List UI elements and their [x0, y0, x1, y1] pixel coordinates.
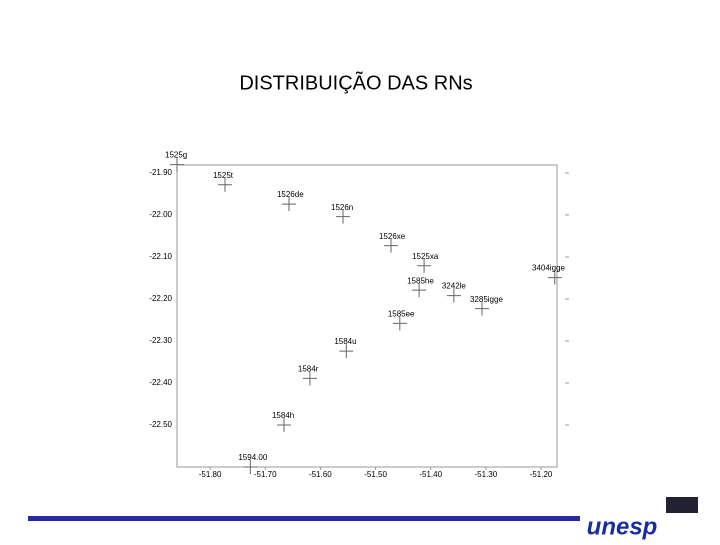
- point: [412, 283, 427, 298]
- point-label: 1525g: [165, 151, 187, 160]
- point-label: 1584u: [334, 337, 356, 346]
- point-label: 1526n: [331, 203, 353, 212]
- point-label: 1525t: [213, 171, 234, 180]
- y-tick-label: -22.50: [149, 420, 172, 429]
- plot-frame: [176, 164, 558, 468]
- point: [417, 258, 432, 273]
- x-tick-label: -51.80: [199, 470, 222, 479]
- x-tick-label: -51.50: [364, 470, 387, 479]
- point: [474, 301, 489, 316]
- point-label: 1526de: [277, 190, 304, 199]
- logo-icon: [666, 497, 698, 513]
- point: [243, 460, 258, 474]
- x-tick-label: -51.40: [419, 470, 442, 479]
- point-label: 1584h: [272, 411, 294, 420]
- point-label: 1584r: [298, 364, 319, 373]
- point-label: 1525xa: [412, 252, 439, 261]
- x-tick-label: -51.20: [530, 470, 553, 479]
- logo-text: unesp: [587, 513, 658, 540]
- x-tick-label: -51.60: [309, 470, 332, 479]
- point-label: 1585he: [407, 276, 434, 285]
- y-tick-label: -22.20: [149, 294, 172, 303]
- y-tick-label: -21.90: [149, 168, 172, 177]
- slide-title: DISTRIBUIÇÃO DAS RNs: [239, 70, 472, 94]
- point: [547, 270, 562, 285]
- y-tick-label: -22.40: [149, 378, 172, 387]
- point: [302, 371, 317, 386]
- x-tick-label: -51.70: [254, 470, 277, 479]
- point-label: 1585ee: [388, 309, 415, 318]
- y-tick-label: -22.30: [149, 336, 172, 345]
- point-label: 1526xe: [379, 232, 406, 241]
- point-label: 1594.00: [238, 453, 267, 462]
- point: [446, 288, 461, 303]
- point-label: 3404igge: [532, 264, 565, 273]
- point-label: 3285igge: [470, 295, 503, 304]
- point: [339, 344, 354, 359]
- point-label: 3242le: [442, 282, 467, 291]
- point: [276, 417, 291, 432]
- y-tick-label: -22.00: [149, 210, 172, 219]
- x-tick-label: -51.30: [475, 470, 498, 479]
- point: [383, 238, 398, 253]
- y-tick-label: -22.10: [149, 252, 172, 261]
- point: [392, 316, 407, 331]
- point: [336, 209, 351, 224]
- point: [217, 177, 232, 192]
- footer-bar: [28, 516, 580, 521]
- point: [170, 157, 184, 172]
- point: [281, 197, 296, 212]
